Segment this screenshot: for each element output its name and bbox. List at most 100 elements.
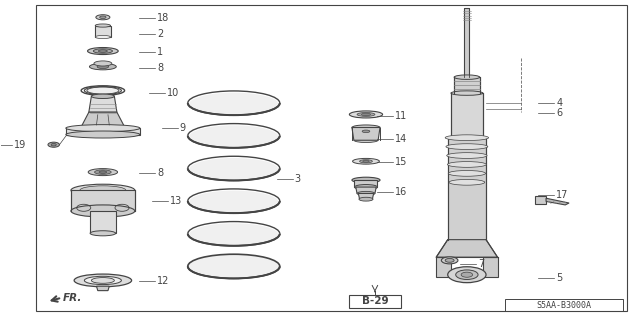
Polygon shape	[89, 96, 117, 112]
Bar	[505, 299, 623, 311]
Ellipse shape	[99, 50, 108, 52]
Text: 4: 4	[556, 98, 563, 108]
Ellipse shape	[188, 254, 280, 278]
Ellipse shape	[95, 170, 111, 174]
Text: B-29: B-29	[362, 295, 388, 306]
Polygon shape	[95, 26, 111, 37]
Ellipse shape	[188, 91, 280, 115]
Ellipse shape	[352, 177, 380, 183]
Text: 15: 15	[396, 156, 408, 167]
Text: 8: 8	[157, 168, 163, 178]
Ellipse shape	[66, 131, 140, 138]
Text: 18: 18	[157, 13, 170, 23]
Ellipse shape	[354, 138, 378, 142]
Text: 7: 7	[478, 259, 484, 268]
Ellipse shape	[448, 171, 486, 176]
Ellipse shape	[71, 184, 135, 196]
Polygon shape	[535, 196, 546, 204]
Ellipse shape	[188, 124, 280, 148]
Ellipse shape	[48, 142, 60, 147]
Ellipse shape	[95, 36, 111, 39]
Polygon shape	[66, 128, 140, 134]
Polygon shape	[356, 187, 376, 194]
Text: S5AA-B3000A: S5AA-B3000A	[536, 301, 591, 310]
Ellipse shape	[363, 160, 369, 162]
Ellipse shape	[84, 87, 122, 94]
Text: 13: 13	[170, 196, 182, 206]
Ellipse shape	[362, 113, 371, 116]
Ellipse shape	[90, 63, 116, 70]
Bar	[349, 295, 401, 308]
Ellipse shape	[90, 231, 116, 236]
Polygon shape	[436, 257, 451, 277]
Ellipse shape	[66, 124, 140, 132]
Ellipse shape	[92, 277, 115, 283]
Ellipse shape	[99, 171, 107, 173]
Ellipse shape	[88, 48, 118, 54]
Text: 2: 2	[157, 29, 163, 39]
Text: 5: 5	[556, 273, 563, 283]
Text: 1: 1	[157, 47, 163, 57]
Ellipse shape	[95, 24, 111, 27]
Ellipse shape	[447, 162, 486, 167]
Ellipse shape	[93, 49, 113, 53]
Ellipse shape	[188, 221, 280, 246]
Polygon shape	[448, 138, 486, 240]
Text: 10: 10	[167, 88, 179, 98]
Ellipse shape	[51, 143, 56, 146]
Text: 9: 9	[179, 123, 186, 133]
Text: 19: 19	[13, 140, 26, 150]
Ellipse shape	[349, 111, 383, 118]
Ellipse shape	[71, 205, 135, 217]
Polygon shape	[355, 180, 378, 187]
Ellipse shape	[445, 259, 454, 262]
Ellipse shape	[80, 186, 126, 195]
Ellipse shape	[360, 160, 372, 163]
Text: 17: 17	[556, 190, 569, 200]
Polygon shape	[465, 8, 469, 77]
Polygon shape	[71, 190, 135, 211]
Ellipse shape	[461, 272, 472, 277]
Ellipse shape	[442, 257, 458, 264]
Ellipse shape	[188, 156, 280, 180]
Text: 14: 14	[396, 134, 408, 144]
Ellipse shape	[92, 94, 115, 99]
Ellipse shape	[352, 125, 380, 130]
Ellipse shape	[359, 197, 373, 201]
Ellipse shape	[357, 113, 375, 116]
Ellipse shape	[94, 61, 112, 66]
Polygon shape	[436, 240, 497, 257]
Text: 3: 3	[294, 174, 301, 184]
Ellipse shape	[357, 191, 375, 196]
Ellipse shape	[451, 135, 483, 140]
Ellipse shape	[88, 169, 118, 176]
Ellipse shape	[362, 130, 370, 132]
Ellipse shape	[448, 267, 486, 283]
Polygon shape	[483, 257, 497, 277]
Ellipse shape	[454, 75, 479, 79]
Ellipse shape	[449, 180, 484, 185]
Ellipse shape	[353, 158, 380, 164]
Ellipse shape	[355, 185, 378, 190]
Polygon shape	[358, 194, 374, 199]
Ellipse shape	[97, 65, 109, 68]
Ellipse shape	[445, 135, 488, 140]
Ellipse shape	[84, 276, 122, 284]
Text: 12: 12	[157, 276, 170, 286]
Ellipse shape	[446, 144, 488, 149]
Ellipse shape	[447, 153, 487, 158]
Polygon shape	[454, 77, 479, 93]
Polygon shape	[352, 127, 380, 140]
Polygon shape	[97, 286, 109, 291]
Ellipse shape	[456, 270, 478, 279]
Text: 16: 16	[396, 187, 408, 197]
Text: 11: 11	[396, 111, 408, 121]
Ellipse shape	[96, 15, 110, 20]
Text: FR.: FR.	[63, 293, 82, 303]
Polygon shape	[451, 93, 483, 138]
Text: 6: 6	[556, 108, 563, 118]
Text: 8: 8	[157, 63, 163, 73]
Polygon shape	[546, 198, 569, 205]
Polygon shape	[90, 211, 116, 233]
Ellipse shape	[188, 189, 280, 213]
